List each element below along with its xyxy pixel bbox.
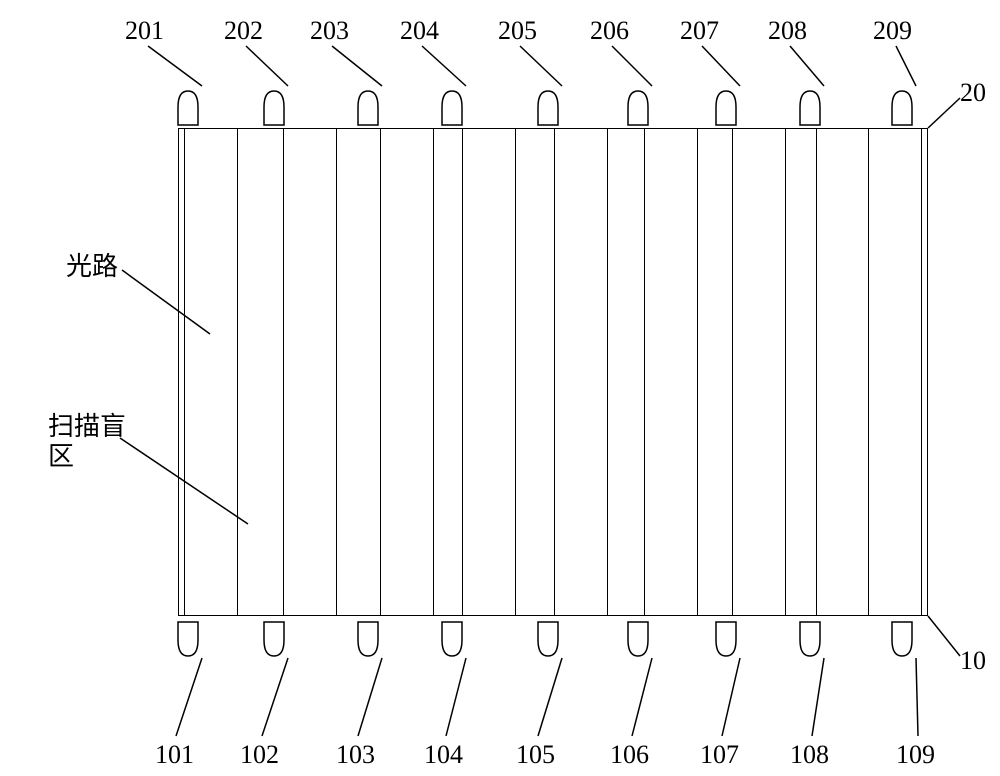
label-10: 10	[960, 646, 986, 676]
emitter-bulb	[354, 620, 382, 658]
top-label-202: 202	[224, 16, 263, 46]
label-20: 20	[960, 78, 986, 108]
receiver-bulb	[796, 89, 824, 127]
optical-path-bar	[644, 128, 698, 616]
label-optical-path: 光路	[66, 252, 118, 282]
leader-line	[610, 44, 654, 88]
leader-line	[914, 656, 920, 738]
top-label-201: 201	[125, 16, 164, 46]
leader-line	[894, 44, 918, 88]
optical-path-bar	[816, 128, 870, 616]
leader-line	[518, 44, 564, 88]
top-label-209: 209	[873, 16, 912, 46]
emitter-bulb	[796, 620, 824, 658]
bottom-label-104: 104	[424, 740, 463, 770]
bottom-label-108: 108	[790, 740, 829, 770]
receiver-bulb	[260, 89, 288, 127]
bottom-label-102: 102	[240, 740, 279, 770]
receiver-bulb	[354, 89, 382, 127]
emitter-bulb	[260, 620, 288, 658]
optical-path-bar	[283, 128, 337, 616]
top-label-203: 203	[310, 16, 349, 46]
top-label-207: 207	[680, 16, 719, 46]
optical-path-bar	[732, 128, 786, 616]
leader-line	[720, 656, 742, 738]
bottom-label-101: 101	[155, 740, 194, 770]
emitter-bulb	[174, 620, 202, 658]
leader-line	[788, 44, 826, 88]
emitter-bulb	[624, 620, 652, 658]
leader-line	[356, 656, 384, 738]
label-blind-zone: 扫描盲区	[48, 412, 126, 472]
emitter-bulb	[534, 620, 562, 658]
leader-line	[700, 44, 742, 88]
bottom-label-105: 105	[516, 740, 555, 770]
top-label-206: 206	[590, 16, 629, 46]
emitter-bulb	[888, 620, 916, 658]
receiver-bulb	[888, 89, 916, 127]
receiver-bulb	[712, 89, 740, 127]
optical-path-bar	[184, 128, 238, 616]
top-label-208: 208	[768, 16, 807, 46]
optical-path-bar	[868, 128, 922, 616]
receiver-bulb	[624, 89, 652, 127]
leader-line	[330, 44, 384, 88]
blind-zone-line1: 扫描盲	[48, 412, 126, 441]
leader-line	[810, 656, 826, 738]
receiver-bulb	[174, 89, 202, 127]
diagram-canvas: 201 202 203 204 205 206 207 208 209 101 102 103 104 1…	[0, 0, 1000, 776]
receiver-bulb	[534, 89, 562, 127]
bottom-label-106: 106	[610, 740, 649, 770]
leader-line	[146, 44, 204, 88]
leader-line	[630, 656, 654, 738]
bottom-label-103: 103	[336, 740, 375, 770]
leader-line	[260, 656, 290, 738]
emitter-bulb	[712, 620, 740, 658]
leader-line	[536, 656, 564, 738]
leader-line	[174, 656, 204, 738]
receiver-bulb	[438, 89, 466, 127]
bottom-label-109: 109	[896, 740, 935, 770]
bottom-label-107: 107	[700, 740, 739, 770]
top-label-205: 205	[498, 16, 537, 46]
optical-path-bar	[554, 128, 608, 616]
optical-path-bar	[380, 128, 434, 616]
leader-line	[420, 44, 468, 88]
optical-path-bar	[462, 128, 516, 616]
top-label-204: 204	[400, 16, 439, 46]
scan-area	[178, 128, 928, 616]
emitter-bulb	[438, 620, 466, 658]
blind-zone-line2: 区	[48, 442, 74, 471]
leader-line	[244, 44, 290, 88]
leader-line	[444, 656, 468, 738]
